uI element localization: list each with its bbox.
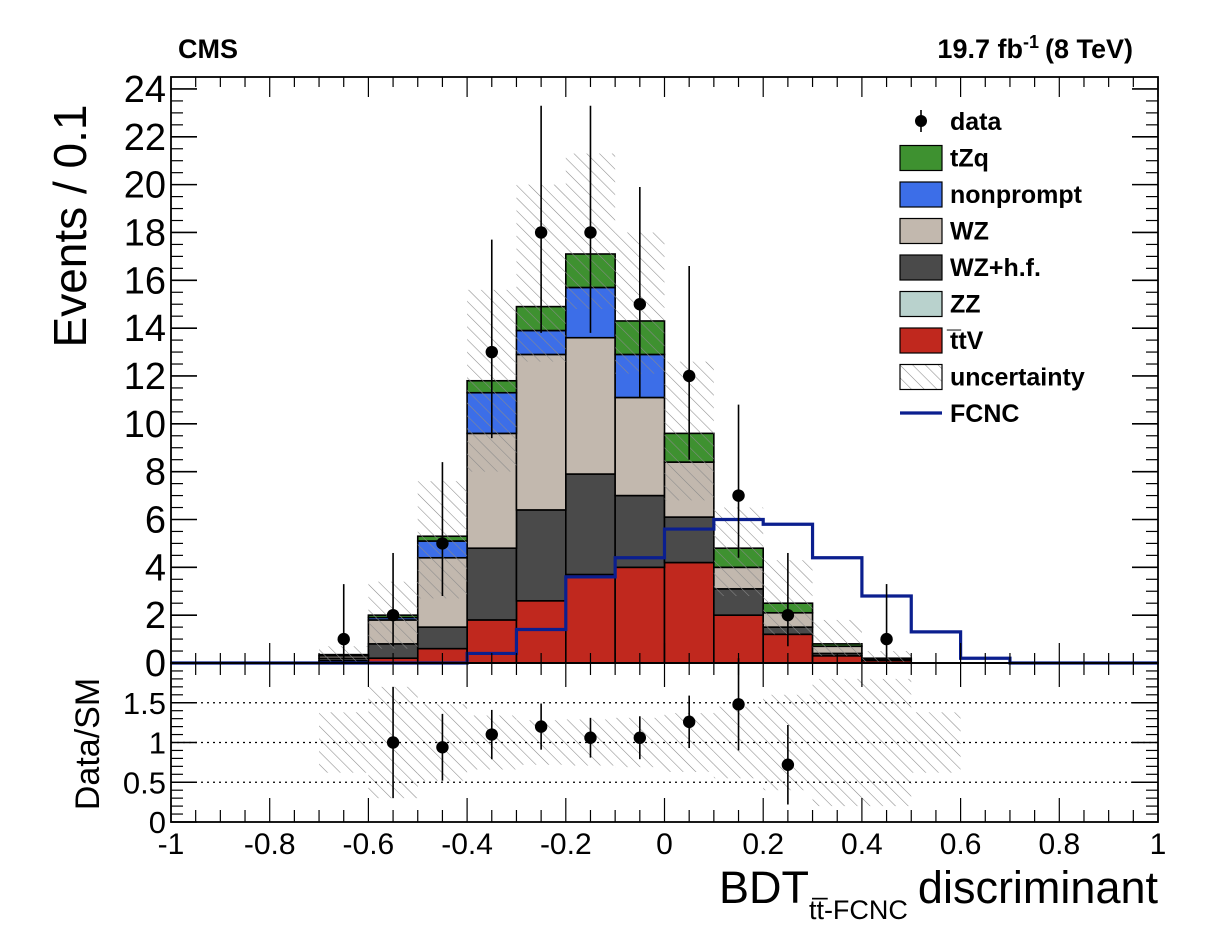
x-tick-label-2: -0.6	[343, 828, 395, 861]
main-y-tick-label-10: 20	[124, 165, 166, 207]
bar-wz-4	[515, 353, 567, 511]
energy-label: (8 TeV)	[1045, 34, 1133, 64]
data-point-6	[633, 298, 647, 311]
data-point-3	[485, 345, 498, 359]
ratio-point-6	[682, 715, 696, 729]
main-y-tick-label-2: 4	[145, 547, 166, 589]
x-tick-label-0: -1	[158, 828, 185, 861]
legend-uncertainty-swatch	[899, 363, 943, 391]
main-data-points	[337, 105, 893, 659]
bar-wz-h-f-3	[466, 547, 518, 621]
main-y-tick-label-8: 16	[124, 260, 166, 302]
x-tick-label-10: 1	[1150, 828, 1167, 861]
x-tick-label-1: -0.8	[244, 828, 296, 861]
legend-data-label: data	[950, 108, 1003, 136]
x-tick-label-9: 0.8	[1038, 828, 1080, 861]
bar-wz-6	[614, 396, 666, 497]
x-tick-label-4: -0.2	[540, 828, 592, 861]
data-point-0	[337, 632, 350, 646]
legend-uncertainty-label: uncertainty	[950, 364, 1085, 392]
data-point-2	[436, 537, 449, 550]
experiment-label: CMS	[178, 34, 238, 64]
x-tick-label-8: 0.6	[940, 828, 982, 861]
ratio-y-tick-label-3: 1.5	[123, 686, 166, 721]
main-y-tick-label-12: 24	[124, 69, 166, 111]
legend-wz-label: WZ	[950, 218, 989, 246]
main-y-tick-label-4: 8	[145, 452, 166, 494]
bar-wz-h-f-2	[416, 626, 468, 650]
ratio-uncertainty-bin-0	[319, 712, 369, 773]
legend-data-marker	[915, 115, 927, 127]
data-point-1	[386, 608, 400, 622]
legend-fcnc-label: FCNC	[950, 400, 1019, 428]
ratio-point-2	[485, 728, 498, 741]
legend-tzq-swatch	[899, 144, 943, 172]
legend-nonprompt-swatch	[899, 181, 943, 208]
legend-wz-swatch	[899, 217, 943, 245]
legend-wz-h-f-swatch	[899, 254, 943, 281]
ratio-y-tick-label-0: 0	[149, 805, 166, 840]
ratio-y-tick-label-1: 0.5	[123, 765, 166, 800]
x-tick-label-3: -0.4	[441, 828, 493, 861]
x-tick-label-6: 0.2	[742, 828, 784, 861]
x-tick-label-5: 0	[656, 828, 673, 861]
x-axis-label-subscript: tt̅-FCNC	[809, 895, 908, 925]
ratio-point-5	[633, 731, 647, 744]
bar-wz-h-f-5	[564, 473, 616, 576]
x-axis-label-tail: discriminant	[918, 862, 1159, 913]
data-point-8	[732, 489, 745, 502]
data-point-10	[880, 632, 893, 646]
ratio-y-tick-label-2: 1	[149, 726, 166, 761]
legend-tzq-label: tZq	[950, 145, 989, 173]
bar-ttv-5	[564, 573, 616, 664]
data-point-5	[584, 226, 597, 239]
legend-zz-swatch	[899, 290, 943, 318]
luminosity-exponent: -1	[1023, 32, 1039, 52]
x-tick-label-7: 0.4	[841, 828, 883, 861]
main-y-tick-label-3: 6	[145, 499, 166, 541]
main-y-tick-label-7: 14	[124, 308, 166, 350]
luminosity-label: 19.7 fb-1 (8 TeV)	[937, 32, 1133, 64]
ratio-y-axis-label: Data/SM	[69, 678, 107, 810]
data-point-9	[781, 608, 795, 622]
ratio-point-8	[781, 758, 795, 771]
main-y-tick-label-5: 10	[124, 404, 166, 446]
legend-ttv-label: t̅tV	[946, 327, 984, 355]
main-y-tick-label-11: 22	[124, 117, 166, 159]
luminosity-value: 19.7 fb	[937, 34, 1023, 64]
bar-wz-5	[564, 336, 616, 475]
ratio-axes: 0 0.5 1 1.5 -1 -0.8 -0.6 -0.4 -0.2 0 0.2 0.4 0.6 0.8 1	[123, 662, 1167, 861]
bar-wz-h-f-4	[515, 509, 567, 602]
legend-ttv-swatch	[899, 327, 943, 354]
ratio-point-0	[386, 736, 400, 749]
ratio-reference-lines	[171, 702, 1158, 783]
bar-ttv-7	[663, 561, 715, 664]
legend: data tZq nonprompt WZ WZ+h.f. ZZ t̅tV uncertain…	[899, 108, 1085, 428]
ratio-point-1	[436, 741, 449, 754]
main-y-tick-label-6: 12	[124, 356, 166, 398]
ratio-point-3	[534, 720, 548, 733]
main-y-axis-label: Events / 0.1	[44, 105, 96, 348]
legend-nonprompt-label: nonprompt	[950, 181, 1083, 209]
main-y-tick-label-0: 0	[145, 643, 166, 685]
x-axis-label-main: BDT	[719, 862, 809, 913]
bar-wz-h-f-7	[663, 516, 715, 564]
main-y-tick-label-1: 2	[145, 595, 166, 637]
legend-wz-h-f-label: WZ+h.f.	[950, 254, 1041, 282]
legend-zz-label: ZZ	[950, 291, 981, 319]
data-point-7	[682, 369, 696, 383]
ratio-uncertainty-bin-12	[911, 712, 961, 773]
main-y-tick-label-9: 18	[124, 212, 166, 254]
x-axis-label: BDTtt̅-FCNC discriminant	[719, 862, 1159, 925]
uncertainty-bin-10	[812, 619, 862, 656]
data-point-4	[534, 226, 548, 239]
ratio-point-7	[732, 698, 745, 711]
bar-ttv-6	[614, 566, 666, 664]
ratio-point-4	[584, 731, 597, 744]
